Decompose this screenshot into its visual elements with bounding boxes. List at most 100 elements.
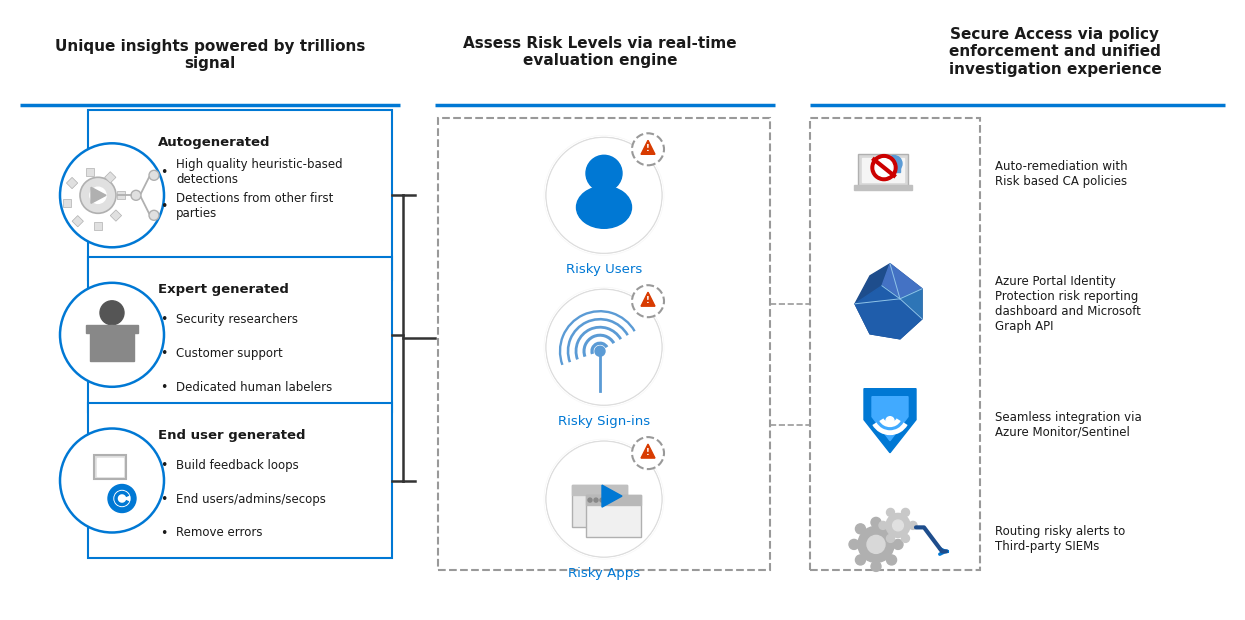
Circle shape bbox=[886, 555, 896, 565]
Text: Risky Users: Risky Users bbox=[566, 263, 642, 276]
Bar bbox=[571, 485, 627, 527]
Circle shape bbox=[547, 137, 662, 254]
Circle shape bbox=[855, 555, 865, 565]
Text: •: • bbox=[161, 459, 167, 471]
Bar bbox=[95, 454, 126, 479]
Circle shape bbox=[60, 283, 164, 387]
Bar bbox=[586, 495, 641, 537]
Circle shape bbox=[80, 177, 116, 213]
Circle shape bbox=[544, 287, 664, 407]
Circle shape bbox=[586, 155, 622, 192]
Polygon shape bbox=[855, 286, 923, 339]
Circle shape bbox=[544, 439, 664, 559]
Text: !: ! bbox=[646, 448, 650, 456]
Bar bbox=[854, 185, 913, 190]
Polygon shape bbox=[872, 397, 908, 441]
Polygon shape bbox=[641, 444, 655, 458]
Circle shape bbox=[893, 539, 903, 549]
Bar bbox=[586, 495, 641, 505]
Polygon shape bbox=[603, 485, 622, 507]
Ellipse shape bbox=[576, 186, 631, 228]
Text: Security researchers: Security researchers bbox=[176, 313, 298, 326]
Text: Unique insights powered by trillions
signal: Unique insights powered by trillions sig… bbox=[55, 39, 365, 71]
Text: End users/admins/secops: End users/admins/secops bbox=[176, 492, 326, 505]
Circle shape bbox=[632, 133, 664, 166]
Text: !: ! bbox=[646, 296, 650, 304]
Circle shape bbox=[632, 285, 664, 317]
Polygon shape bbox=[91, 187, 106, 203]
Bar bbox=[86, 325, 138, 333]
Circle shape bbox=[131, 190, 141, 200]
Bar bbox=[862, 157, 904, 182]
Polygon shape bbox=[641, 140, 655, 154]
Circle shape bbox=[547, 289, 662, 405]
Text: Assess Risk Levels via real-time
evaluation engine: Assess Risk Levels via real-time evaluat… bbox=[463, 36, 737, 68]
Circle shape bbox=[901, 534, 910, 542]
Bar bbox=[105, 172, 116, 183]
Circle shape bbox=[547, 289, 662, 405]
Text: Routing risky alerts to
Third-party SIEMs: Routing risky alerts to Third-party SIEM… bbox=[995, 525, 1125, 554]
Bar bbox=[88, 110, 392, 280]
Polygon shape bbox=[641, 292, 655, 306]
Text: Build feedback loops: Build feedback loops bbox=[176, 459, 299, 471]
Polygon shape bbox=[855, 264, 923, 339]
Bar bbox=[72, 216, 83, 227]
Circle shape bbox=[867, 536, 885, 554]
Circle shape bbox=[60, 428, 164, 533]
Circle shape bbox=[547, 441, 662, 557]
Text: Azure Portal Identity
Protection risk reporting
dashboard and Microsoft
Graph AP: Azure Portal Identity Protection risk re… bbox=[995, 275, 1140, 333]
Circle shape bbox=[108, 484, 136, 513]
Circle shape bbox=[547, 441, 662, 557]
Circle shape bbox=[875, 159, 893, 177]
Text: !: ! bbox=[646, 144, 650, 153]
Circle shape bbox=[901, 508, 910, 516]
Circle shape bbox=[594, 498, 598, 502]
Bar bbox=[95, 223, 102, 230]
Bar bbox=[117, 192, 125, 199]
Text: End user generated: End user generated bbox=[158, 428, 305, 441]
Text: •: • bbox=[161, 347, 167, 360]
Circle shape bbox=[600, 498, 604, 502]
Text: Autogenerated: Autogenerated bbox=[158, 136, 270, 149]
Bar bbox=[86, 168, 95, 176]
Circle shape bbox=[872, 561, 881, 572]
Circle shape bbox=[909, 521, 918, 529]
Circle shape bbox=[588, 498, 593, 502]
Bar bbox=[438, 118, 769, 570]
Circle shape bbox=[872, 518, 881, 528]
Text: Dedicated human labelers: Dedicated human labelers bbox=[176, 381, 332, 394]
Circle shape bbox=[886, 513, 910, 538]
Text: •: • bbox=[161, 492, 167, 505]
Text: Risky Sign-ins: Risky Sign-ins bbox=[558, 415, 650, 428]
Bar bbox=[66, 177, 77, 188]
Text: Expert generated: Expert generated bbox=[158, 283, 289, 296]
Bar bbox=[88, 257, 392, 412]
Text: Customer support: Customer support bbox=[176, 347, 283, 360]
Circle shape bbox=[886, 156, 901, 172]
Polygon shape bbox=[864, 389, 916, 453]
Bar bbox=[111, 210, 122, 221]
Bar bbox=[97, 458, 123, 476]
Text: •: • bbox=[161, 526, 167, 539]
Circle shape bbox=[632, 437, 664, 469]
Text: •: • bbox=[161, 200, 167, 213]
Text: Secure Access via policy
enforcement and unified
investigation experience: Secure Access via policy enforcement and… bbox=[949, 27, 1162, 77]
Circle shape bbox=[872, 156, 891, 175]
Circle shape bbox=[542, 285, 666, 409]
Bar bbox=[90, 331, 134, 361]
Circle shape bbox=[149, 170, 159, 180]
Circle shape bbox=[595, 346, 605, 356]
Polygon shape bbox=[881, 264, 923, 299]
Circle shape bbox=[855, 524, 865, 534]
Bar bbox=[88, 403, 392, 558]
Circle shape bbox=[542, 133, 666, 257]
Circle shape bbox=[544, 135, 664, 255]
Circle shape bbox=[60, 143, 164, 247]
Text: Seamless integration via
Azure Monitor/Sentinel: Seamless integration via Azure Monitor/S… bbox=[995, 410, 1142, 439]
Circle shape bbox=[100, 301, 125, 325]
Circle shape bbox=[886, 524, 896, 534]
Circle shape bbox=[886, 508, 894, 516]
Circle shape bbox=[872, 154, 896, 180]
Text: Remove errors: Remove errors bbox=[176, 526, 263, 539]
Bar bbox=[63, 199, 71, 207]
